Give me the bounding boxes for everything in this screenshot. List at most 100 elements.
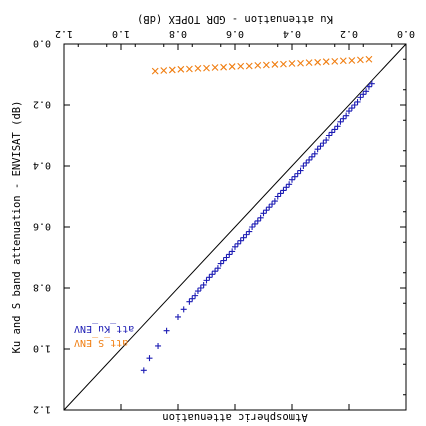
data-point-plus xyxy=(197,285,204,291)
data-point-plus xyxy=(246,228,253,235)
data-point-x xyxy=(305,59,313,66)
data-point-plus xyxy=(217,260,224,267)
data-point-plus xyxy=(354,98,361,105)
x-tick-label: 1.0 xyxy=(112,28,130,39)
data-point-plus xyxy=(328,129,335,136)
data-point-plus xyxy=(294,170,301,177)
data-point-plus xyxy=(297,167,304,174)
series-att_Ku_ENV xyxy=(140,80,375,374)
y-tick-label: 0.0 xyxy=(33,38,51,49)
data-point-plus xyxy=(146,355,153,362)
data-point-plus xyxy=(200,281,207,288)
data-point-plus xyxy=(280,187,287,194)
data-point-x xyxy=(271,61,279,68)
data-point-plus xyxy=(291,173,298,180)
data-point-plus xyxy=(300,163,307,169)
y-tick-label: 0.4 xyxy=(33,160,51,171)
data-point-plus xyxy=(306,156,313,163)
data-point-plus xyxy=(311,150,318,157)
data-point-plus xyxy=(243,231,250,238)
data-point-x xyxy=(168,66,176,74)
x-tick-label: 1.2 xyxy=(55,28,73,39)
data-point-plus xyxy=(203,277,210,284)
data-point-plus xyxy=(220,257,227,264)
data-point-x xyxy=(339,57,347,65)
data-point-plus xyxy=(249,224,256,230)
data-point-x xyxy=(357,56,364,64)
data-point-plus xyxy=(257,214,264,221)
data-point-plus xyxy=(229,248,236,255)
x-tick-label: 0.6 xyxy=(226,28,244,39)
data-point-plus xyxy=(209,271,216,278)
data-point-plus xyxy=(232,243,238,250)
data-point-x xyxy=(151,67,159,75)
data-point-x xyxy=(211,64,219,71)
data-point-plus xyxy=(360,91,367,98)
data-point-plus xyxy=(274,193,281,200)
data-point-plus xyxy=(192,292,199,299)
data-point-x xyxy=(160,67,168,74)
legend: att_S_ENV att_Ku_ENV xyxy=(74,323,134,348)
data-point-plus xyxy=(334,123,341,130)
data-point-plus xyxy=(266,204,273,211)
axis-ticks xyxy=(63,43,407,411)
data-point-plus xyxy=(357,94,364,101)
data-point-x xyxy=(331,57,339,65)
data-point-x xyxy=(228,63,236,70)
x-tick-label: 0.0 xyxy=(397,28,415,39)
data-point-plus xyxy=(263,207,270,214)
data-point-plus xyxy=(331,126,338,133)
data-point-plus xyxy=(368,80,375,87)
data-point-plus xyxy=(320,140,327,147)
x-tick-label: 0.8 xyxy=(169,28,187,39)
axis-labels: 0.0 0.2 0.4 0.6 0.8 1.0 1.2 0.0 0.2 0.4 0.6 0.8 1.0 1… xyxy=(11,13,415,423)
data-point-plus xyxy=(260,210,267,217)
data-point-plus xyxy=(289,176,295,183)
data-point-x xyxy=(245,62,253,70)
data-point-x xyxy=(186,65,193,73)
data-point-plus xyxy=(337,118,344,125)
data-point-plus xyxy=(237,237,244,244)
data-point-plus xyxy=(314,146,321,153)
data-point-plus xyxy=(206,274,213,281)
data-point-plus xyxy=(303,159,310,166)
data-point-x xyxy=(365,55,373,63)
data-point-plus xyxy=(271,198,278,205)
data-point-plus xyxy=(175,313,181,320)
data-point-x xyxy=(177,65,185,73)
data-point-plus xyxy=(351,102,358,108)
data-point-x xyxy=(288,60,296,67)
y-tick-label: 0.8 xyxy=(33,282,51,293)
x-tick-label: 0.2 xyxy=(340,28,358,39)
data-point-plus xyxy=(348,105,355,112)
data-point-plus xyxy=(180,306,187,313)
data-point-plus xyxy=(189,295,196,302)
data-marks xyxy=(140,55,375,374)
data-point-x xyxy=(194,65,202,72)
data-point-plus xyxy=(212,268,219,275)
data-point-plus xyxy=(363,88,370,95)
data-point-plus xyxy=(251,220,258,227)
data-point-plus xyxy=(194,288,201,295)
data-point-plus xyxy=(186,298,193,305)
data-point-plus xyxy=(234,240,241,247)
bottom-label: Atmospheric attenuation xyxy=(162,411,307,423)
y-tick-label: 1.2 xyxy=(33,404,51,415)
y-axis-title: Ku and S band attenuation - ENVISAT (dB) xyxy=(11,101,23,354)
data-point-plus xyxy=(254,217,261,224)
data-point-plus xyxy=(283,184,290,191)
data-point-x xyxy=(237,62,245,70)
data-point-plus xyxy=(343,112,350,119)
data-point-x xyxy=(254,61,262,69)
reference-line-group xyxy=(63,43,407,411)
data-point-plus xyxy=(323,137,330,144)
data-point-plus xyxy=(226,251,233,258)
data-point-plus xyxy=(240,234,247,241)
data-point-plus xyxy=(308,153,315,160)
data-point-x xyxy=(220,63,227,71)
data-point-x xyxy=(322,58,330,66)
data-point-plus xyxy=(163,327,170,334)
data-point-x xyxy=(262,61,270,69)
